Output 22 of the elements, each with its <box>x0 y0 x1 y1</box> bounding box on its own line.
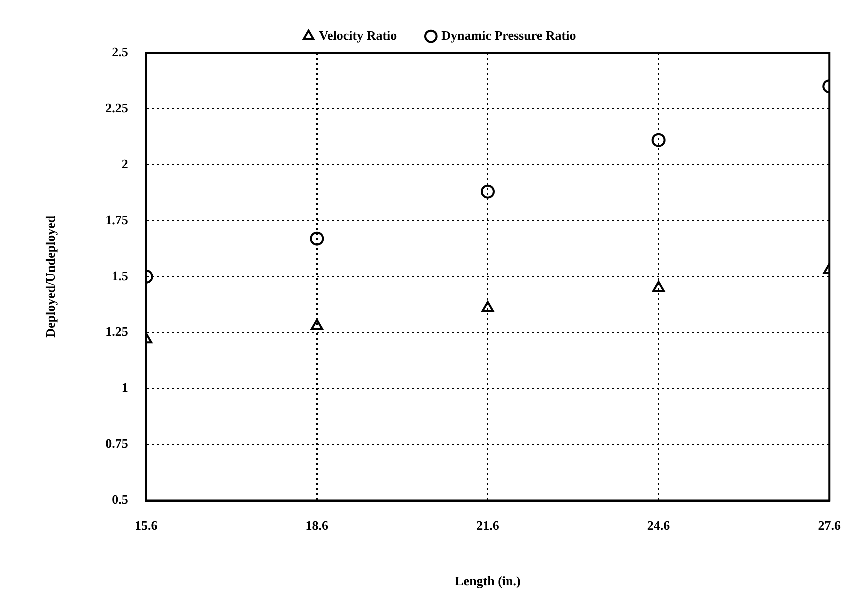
x-axis-title: Length (in.) <box>455 574 521 589</box>
y-tick-label: 2.25 <box>106 100 129 116</box>
legend-label: Velocity Ratio <box>319 28 398 43</box>
y-tick-label: 2.5 <box>112 44 129 60</box>
x-tick-label: 27.6 <box>818 518 842 533</box>
point <box>310 232 324 246</box>
x-tick-label: 21.6 <box>476 518 500 533</box>
point <box>480 184 495 199</box>
point <box>310 319 324 330</box>
x-tick-label: 18.6 <box>306 518 330 533</box>
y-tick-label: 0.5 <box>112 492 129 508</box>
y-tick-label: 2 <box>122 156 128 172</box>
y-tick-label: 0.75 <box>106 436 129 452</box>
y-tick-label: 1.5 <box>112 268 129 284</box>
y-tick-label: 1.75 <box>106 212 129 228</box>
x-tick-label: 24.6 <box>647 518 671 533</box>
legend-label: Dynamic Pressure Ratio <box>442 28 576 43</box>
y-axis-title: Deployed/Undeployed <box>43 215 58 338</box>
y-tick-label: 1 <box>122 380 128 396</box>
y-tick-label: 1.25 <box>106 324 129 340</box>
point <box>482 301 494 312</box>
x-tick-label: 15.6 <box>134 518 158 533</box>
